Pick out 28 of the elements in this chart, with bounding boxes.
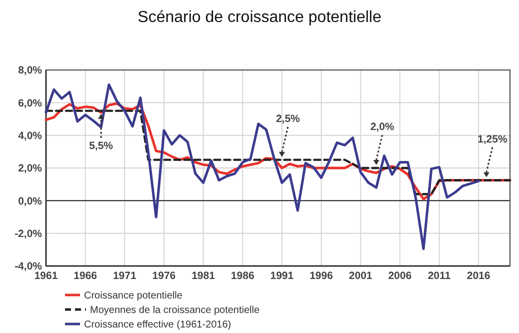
y-tick-label: 6,0% <box>18 97 43 110</box>
x-tick-label: 2006 <box>388 270 412 282</box>
line-series <box>44 83 480 250</box>
legend-label: Croissance potentielle <box>84 290 183 302</box>
y-tick-label: 0,0% <box>18 195 43 208</box>
x-tick-label: 2011 <box>428 270 451 282</box>
annotation: 2,0% <box>370 121 395 133</box>
y-tick-label: 8,0% <box>18 64 43 77</box>
x-tick-label: 1991 <box>270 270 294 282</box>
y-tick-label: 4,0% <box>18 130 43 142</box>
x-tick-label: 1961 <box>34 270 58 282</box>
legend-label: Croissance effective (1961-2016) <box>84 320 232 330</box>
x-tick-label: 1986 <box>230 270 254 282</box>
x-tick-label: 1966 <box>74 270 98 282</box>
y-tick-label: 2,0% <box>18 162 43 175</box>
annotation: 5,5% <box>89 140 114 152</box>
x-tick-label: 1976 <box>152 270 176 282</box>
x-tick-label: 2016 <box>466 270 490 282</box>
x-tick-label: 1981 <box>192 270 216 282</box>
annotation: 2,5% <box>276 112 301 125</box>
x-tick-label: 2001 <box>348 270 372 282</box>
legend-label: Moyennes de la croissance potentielle <box>90 305 260 316</box>
x-tick-label: 1996 <box>310 270 334 282</box>
annotation: 1,25% <box>478 133 508 146</box>
y-tick-label: -2,0% <box>14 228 43 240</box>
y-tick-label: -4,0% <box>14 260 43 273</box>
x-tick-label: 1971 <box>112 270 136 282</box>
chart-title: Scénario de croissance potentielle <box>138 9 382 26</box>
